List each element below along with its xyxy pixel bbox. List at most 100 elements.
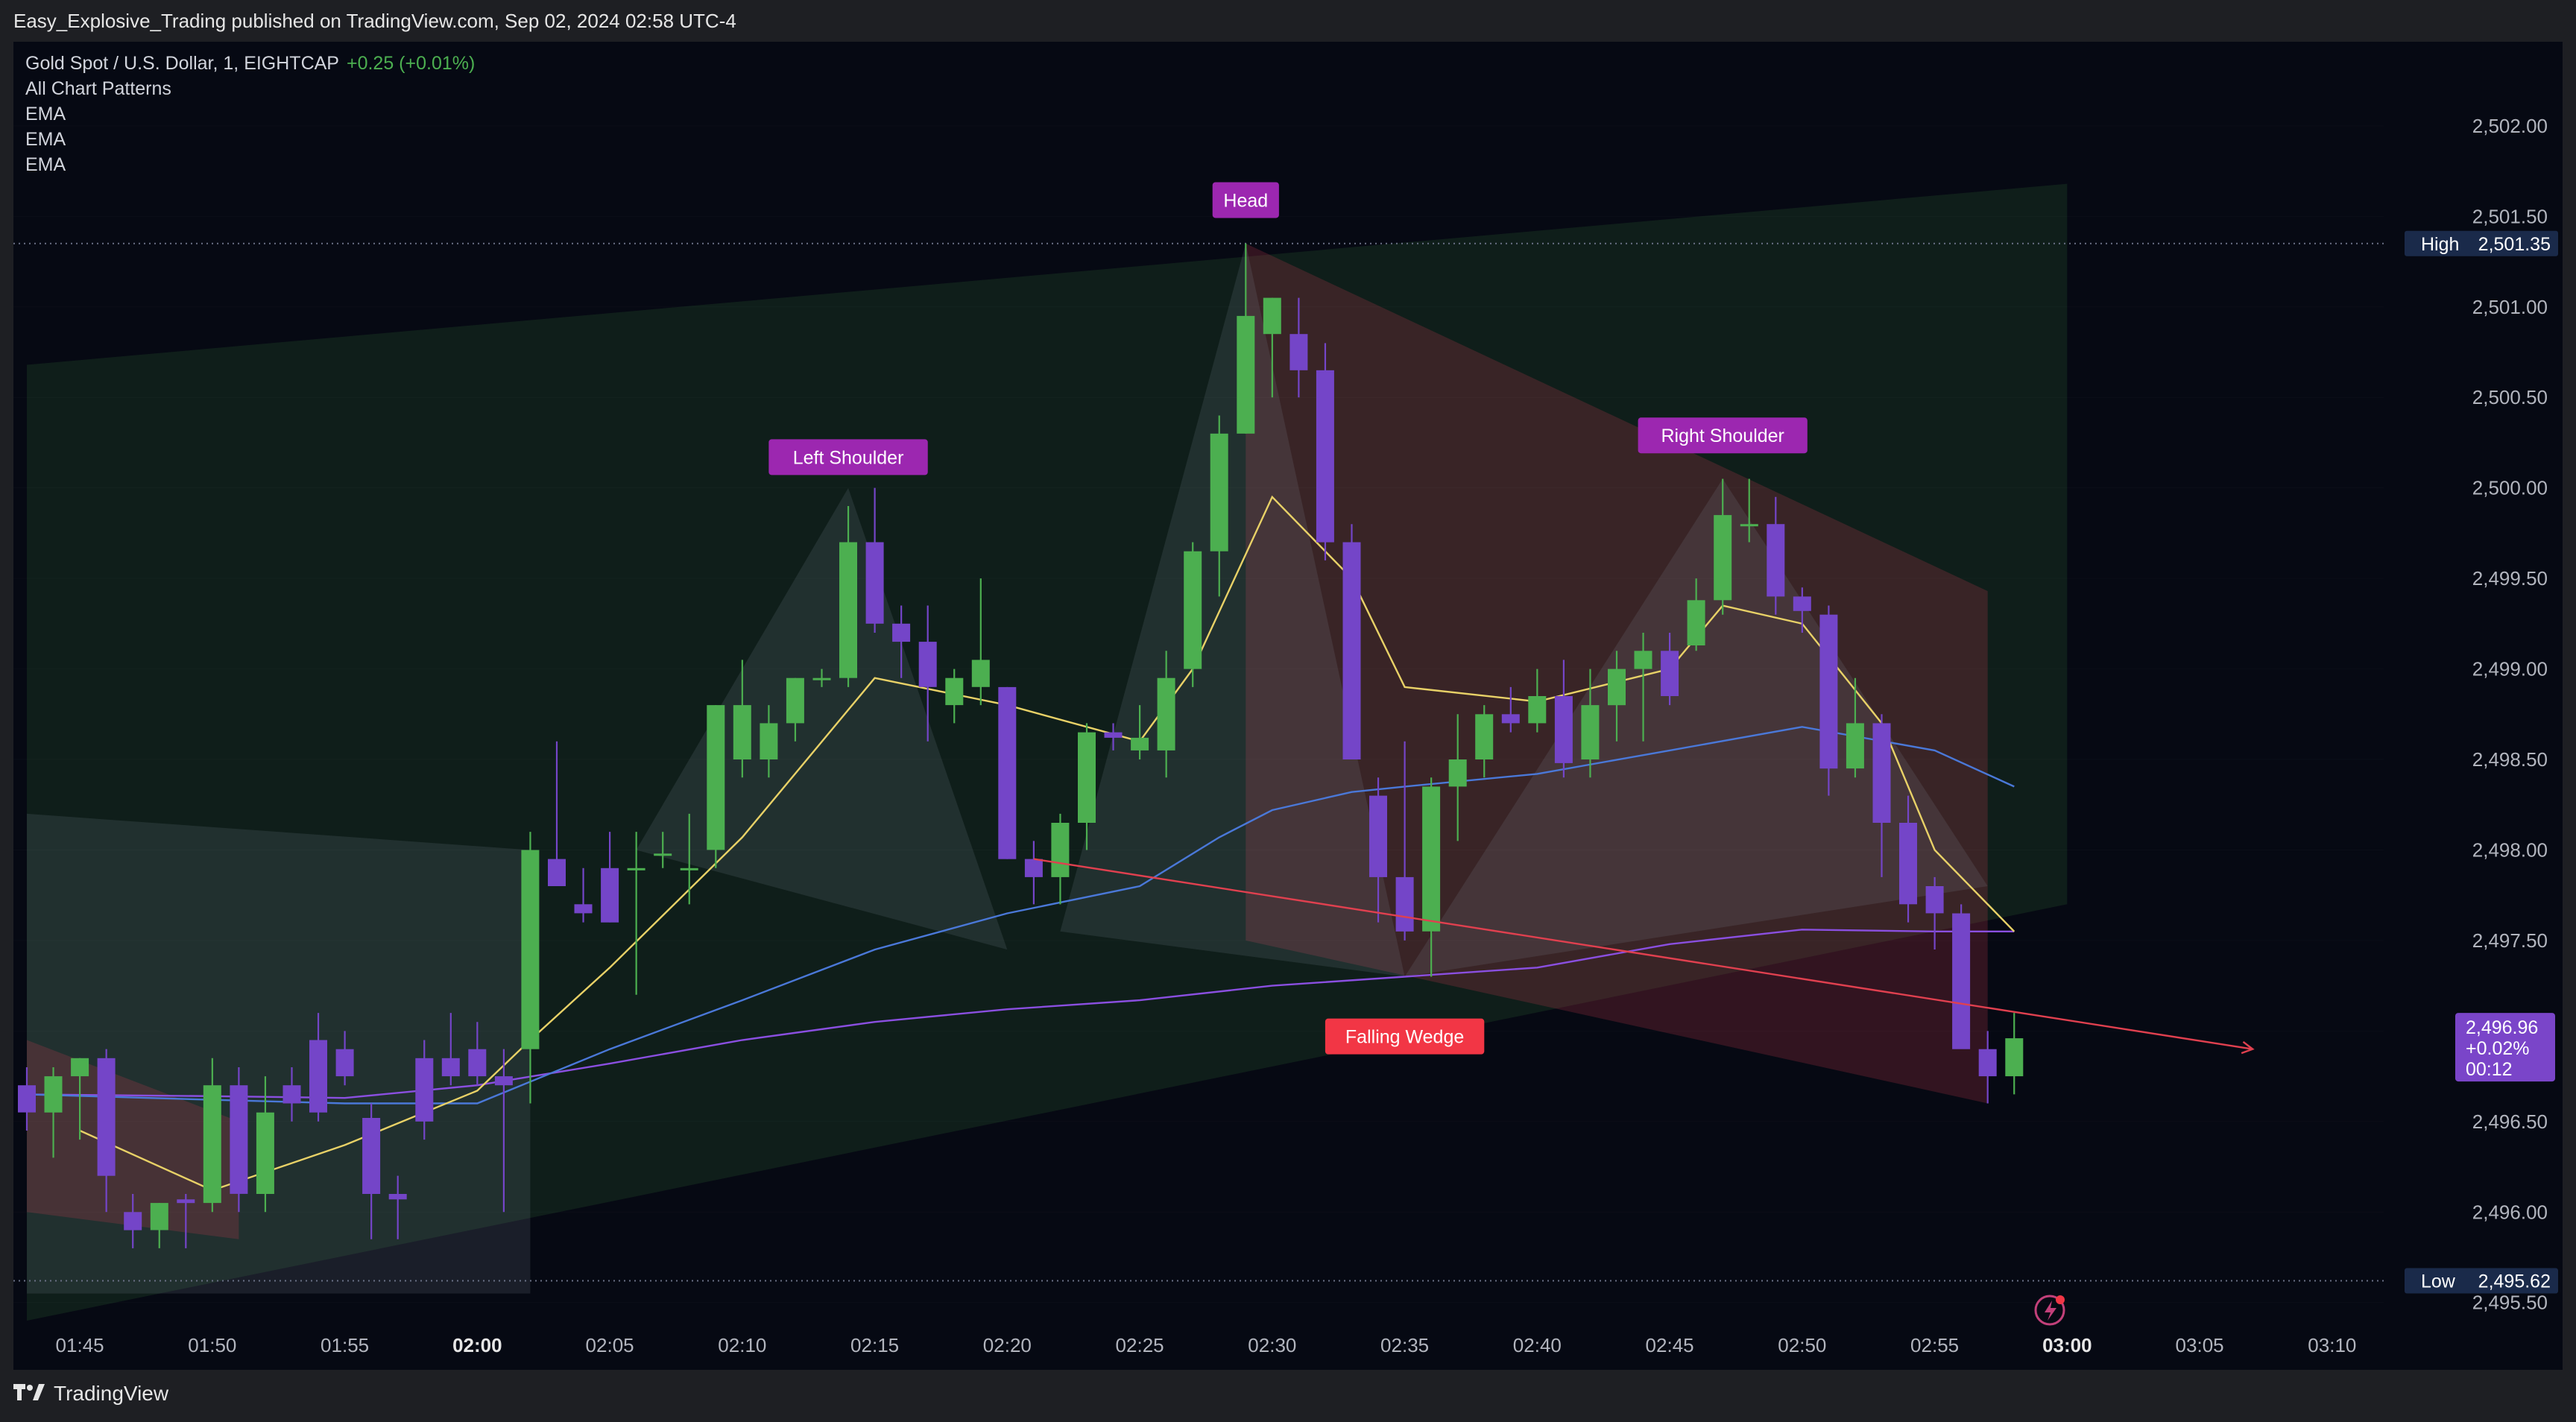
lightning-alert-icon — [2034, 1295, 2065, 1326]
candle-01:56 — [362, 1103, 381, 1239]
candle-01:59 — [441, 1013, 460, 1086]
pattern-label-left-shoulder: Left Shoulder — [768, 439, 928, 475]
candle-02:50 — [1793, 587, 1811, 633]
candle-body — [1475, 714, 1494, 759]
candle-body — [1819, 614, 1838, 769]
chart-overlays — [2034, 1295, 2065, 1326]
candle-body — [1978, 1049, 1997, 1077]
time-axis[interactable]: 01:45 01:50 01:55 02:00 02:05 02:10 02:15 02:20… — [13, 1334, 2563, 1356]
candle-02:16 — [892, 605, 911, 678]
candle-body — [521, 850, 540, 1049]
candle-body — [1608, 669, 1626, 706]
candle-02:11 — [760, 705, 778, 778]
candle-02:40 — [1528, 669, 1547, 733]
candle-body — [1369, 795, 1387, 877]
candle-02:43 — [1608, 651, 1626, 742]
candle-02:09 — [707, 705, 725, 868]
low-tag-label: Low — [2421, 1271, 2456, 1292]
last-price-change: +0.02% — [2466, 1038, 2530, 1059]
candles — [18, 243, 2024, 1248]
label-box — [1212, 182, 1279, 218]
candle-02:35 — [1395, 741, 1414, 941]
candle-01:44 — [44, 1066, 63, 1158]
pattern-zone-gray-4 — [636, 487, 1008, 950]
candle-body — [230, 1085, 248, 1194]
candle-body — [601, 868, 619, 923]
candle-02:53 — [1872, 714, 1891, 877]
candle-02:58 — [2005, 1013, 2024, 1095]
candle-02:28 — [1210, 415, 1228, 597]
x-tick-label: 02:25 — [1116, 1334, 1164, 1356]
candle-02:44 — [1634, 632, 1652, 742]
candle-body — [2005, 1038, 2024, 1077]
candle-01:52 — [256, 1076, 274, 1213]
candle-body — [1952, 913, 1971, 1049]
candle-02:31 — [1289, 297, 1308, 398]
x-tick-label: 02:15 — [850, 1334, 899, 1356]
x-tick-label: 03:05 — [2176, 1334, 2224, 1356]
candle-body — [1024, 859, 1043, 877]
indicator-ema-1[interactable]: EMA — [25, 104, 66, 124]
candle-01:51 — [230, 1066, 248, 1213]
brand[interactable]: TradingView — [13, 1382, 168, 1406]
y-tick-label: 2,501.50 — [2472, 205, 2548, 227]
x-tick-label: 01:45 — [56, 1334, 104, 1356]
candle-body — [1501, 714, 1520, 724]
y-tick-label: 2,502.00 — [2472, 115, 2548, 137]
last-price-value: 2,496.96 — [2466, 1017, 2538, 1038]
indicator-ema-3[interactable]: EMA — [25, 154, 66, 175]
candle-body — [1184, 551, 1202, 669]
candle-body — [44, 1076, 63, 1113]
candle-body — [1714, 515, 1732, 601]
symbol-name[interactable]: Gold Spot / U.S. Dollar, 1, EIGHTCAP — [25, 53, 339, 74]
candle-02:04 — [574, 868, 593, 923]
candle-02:57 — [1978, 1031, 1997, 1104]
candle-01:54 — [309, 1013, 327, 1122]
trend-line-segment — [1033, 858, 2253, 1050]
candle-body — [998, 686, 1017, 859]
high-tag-box — [2405, 230, 2558, 256]
candle-body — [812, 677, 831, 680]
candle-02:47 — [1714, 478, 1732, 615]
candle-02:56 — [1952, 904, 1971, 1049]
candle-body — [1872, 723, 1891, 823]
low-tag-value: 2,495.62 — [2478, 1271, 2551, 1292]
candle-body — [892, 623, 911, 642]
candle-body — [441, 1058, 460, 1077]
label-text: Right Shoulder — [1661, 426, 1784, 446]
ema-slow-line — [26, 929, 2015, 1099]
candle-body — [1210, 433, 1228, 552]
indicator-all-chart-patterns[interactable]: All Chart Patterns — [25, 78, 171, 99]
pattern-label-head: Head — [1212, 182, 1279, 218]
chart-area[interactable]: Left Shoulder Head Right Shoulder Falling W… — [13, 42, 2563, 1370]
trend-line[interactable] — [1033, 858, 2255, 1055]
candle-02:45 — [1661, 632, 1679, 706]
candle-02:32 — [1316, 343, 1334, 560]
candle-body — [839, 542, 857, 678]
chart-legend: Gold Spot / U.S. Dollar, 1, EIGHTCAP +0.2… — [25, 51, 475, 177]
candle-body — [388, 1194, 407, 1200]
y-tick-label: 2,501.00 — [2472, 296, 2548, 318]
candle-body — [494, 1076, 513, 1086]
price-axis[interactable]: 2,495.502,496.002,496.502,497.002,497.50… — [2405, 115, 2558, 1314]
candle-body — [1078, 732, 1096, 823]
candle-02:15 — [865, 487, 884, 633]
chart-svg[interactable]: Left Shoulder Head Right Shoulder Falling W… — [13, 42, 2563, 1370]
candle-body — [468, 1049, 487, 1077]
candle-02:42 — [1581, 669, 1600, 778]
candle-02:08 — [680, 813, 698, 905]
y-tick-label: 2,498.50 — [2472, 748, 2548, 771]
symbol-line[interactable]: Gold Spot / U.S. Dollar, 1, EIGHTCAP +0.2… — [25, 51, 475, 76]
candle-02:21 — [1024, 841, 1043, 905]
high-tag-label: High — [2421, 234, 2459, 255]
candle-body — [1899, 823, 1917, 905]
y-tick-label: 2,496.00 — [2472, 1201, 2548, 1223]
candle-02:27 — [1184, 542, 1202, 687]
pattern-zone-gray-1 — [27, 813, 531, 1294]
candle-01:57 — [388, 1175, 407, 1239]
indicator-ema-2[interactable]: EMA — [25, 129, 66, 150]
candle-02:23 — [1078, 723, 1096, 850]
candle-body — [1793, 596, 1811, 611]
tradingview-logo-icon — [13, 1382, 45, 1406]
candle-body — [707, 705, 725, 850]
